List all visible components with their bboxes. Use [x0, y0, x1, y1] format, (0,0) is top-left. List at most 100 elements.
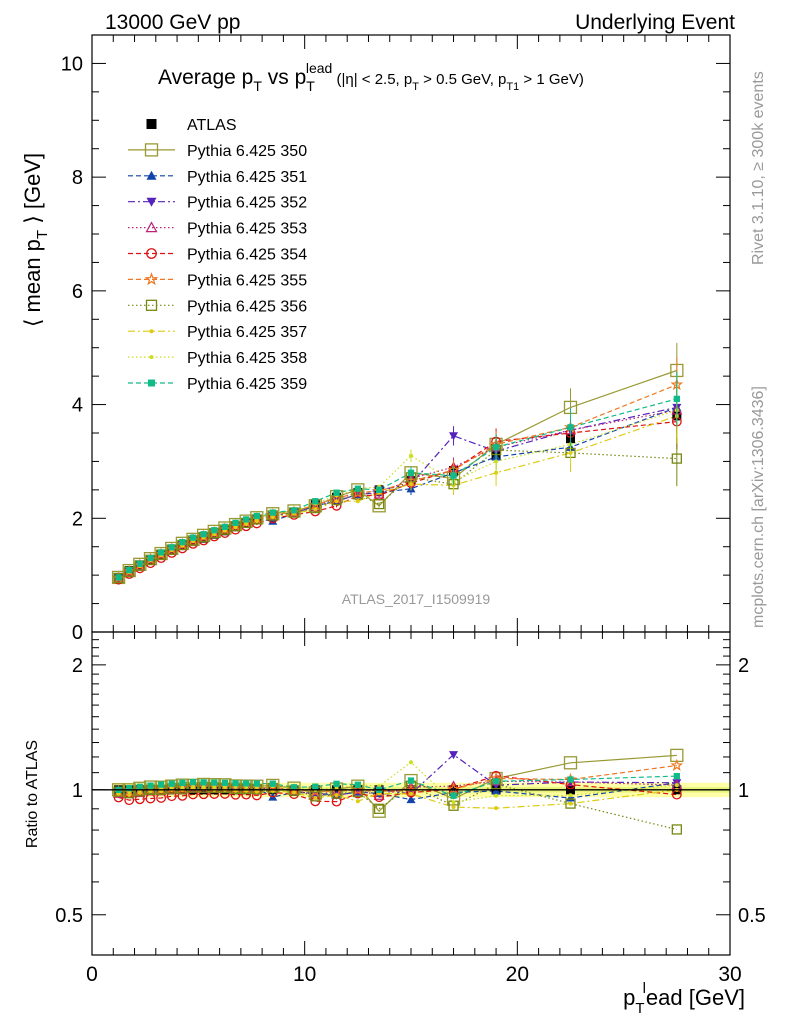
- ratio-point-pythia-6-425-357: [494, 806, 499, 811]
- ratio-point-pythia-6-425-358: [568, 793, 573, 798]
- x-tick-label: 0: [86, 963, 98, 986]
- ratio-point-pythia-6-425-354: [134, 794, 145, 805]
- y-axis-label: ⟨ mean pT ⟩ [GeV]: [20, 153, 51, 327]
- ratio-point-pythia-6-425-352: [449, 751, 459, 760]
- title-vs-sub: T: [306, 78, 315, 94]
- ratio-point-pythia-6-425-350: [563, 756, 578, 770]
- point-pythia-6-425-356: [671, 453, 682, 464]
- ratio-point-pythia-6-425-359: [243, 780, 250, 787]
- title-main-sub: T: [253, 78, 262, 94]
- ratio-point-pythia-6-425-359: [200, 779, 207, 786]
- ratio-point-pythia-6-425-359: [407, 777, 415, 784]
- point-pythia-6-425-359: [211, 527, 218, 534]
- ratio-point-pythia-6-425-359: [354, 781, 361, 788]
- point-pythia-6-425-359: [243, 516, 250, 523]
- point-pythia-6-425-357: [313, 507, 318, 512]
- ratio-point-pythia-6-425-354: [331, 796, 342, 807]
- side-text-mcplots: mcplots.cern.ch [arXiv:1306.3436]: [750, 386, 767, 628]
- side-text-rivet: Rivet 3.1.10, ≥ 300k events: [750, 71, 767, 265]
- ratio-point-pythia-6-425-358: [180, 785, 185, 790]
- ratio-point-pythia-6-425-357: [568, 801, 573, 806]
- point-pythia-6-425-359: [492, 444, 500, 451]
- point-pythia-6-425-357: [254, 519, 259, 524]
- ratio-y-axis-label: Ratio to ATLAS: [24, 740, 41, 848]
- y-tick-label: 0: [72, 622, 83, 644]
- legend-label-pythia-6-425-354: Pythia 6.425 354: [187, 247, 307, 264]
- legend-marker-pythia-6-425-356: [145, 299, 158, 311]
- point-pythia-6-425-359: [375, 486, 383, 494]
- ratio-point-pythia-6-425-358: [451, 800, 456, 805]
- point-pythia-6-425-359: [115, 574, 122, 581]
- ratio-point-pythia-6-425-357: [137, 790, 142, 795]
- ratio-point-pythia-6-425-358: [191, 784, 196, 789]
- x-tick-label: 10: [293, 963, 316, 986]
- ratio-point-pythia-6-425-358: [494, 793, 499, 798]
- ratio-point-pythia-6-425-357: [409, 791, 413, 796]
- legend-marker-pythia-6-425-359: [148, 379, 155, 387]
- series-line-pythia-6-425-357: [118, 415, 677, 580]
- ratio-point-pythia-6-425-359: [312, 783, 319, 790]
- legend-label-pythia-6-425-351: Pythia 6.425 351: [187, 169, 307, 186]
- ratio-point-pythia-6-425-354: [166, 791, 177, 802]
- analysis-watermark: ATLAS_2017_I1509919: [342, 591, 491, 607]
- ratio-point-pythia-6-425-355: [351, 783, 365, 796]
- ratio-point-pythia-6-425-357: [292, 790, 297, 795]
- ratio-point-pythia-6-425-354: [406, 787, 416, 798]
- legend-label-pythia-6-425-353: Pythia 6.425 353: [187, 221, 307, 238]
- series-markers: [111, 342, 684, 835]
- point-pythia-6-425-359: [450, 472, 457, 479]
- point-pythia-6-425-356: [373, 498, 385, 510]
- point-pythia-6-425-351: [268, 516, 278, 525]
- point-pythia-6-425-357: [409, 482, 413, 487]
- point-pythia-6-425-359: [200, 531, 207, 538]
- series-line-pythia-6-425-355: [118, 384, 678, 579]
- title-cuts-a-sub: T: [412, 81, 419, 93]
- x-axis-label: pTlead [GeV]: [623, 980, 745, 1017]
- point-pythia-6-425-359: [147, 554, 154, 562]
- ratio-point-pythia-6-425-357: [355, 799, 360, 804]
- ratio-point-pythia-6-425-359: [567, 776, 574, 783]
- point-pythia-6-425-352: [449, 432, 459, 441]
- point-pythia-6-425-359: [232, 519, 239, 526]
- ratio-point-pythia-6-425-357: [334, 793, 339, 798]
- point-pythia-6-425-359: [168, 544, 175, 551]
- ratio-point-pythia-6-425-358: [201, 784, 206, 789]
- point-pythia-6-425-359: [354, 485, 361, 492]
- y-tick-label: 8: [72, 167, 83, 189]
- ratio-tick-label-right: 2: [738, 655, 749, 677]
- point-pythia-6-425-359: [157, 549, 165, 556]
- legend-label-pythia-6-425-356: Pythia 6.425 356: [187, 298, 307, 315]
- point-pythia-6-425-358: [409, 453, 413, 458]
- xlabel-rest: ead [GeV]: [646, 985, 745, 1010]
- point-pythia-6-425-359: [221, 523, 229, 530]
- legend-marker-pythia-6-425-353: [145, 221, 158, 233]
- title-cuts-c: > 1 GeV): [519, 71, 584, 88]
- ratio-tick-label: 2: [72, 655, 83, 677]
- y-tick-label: 6: [72, 281, 83, 303]
- point-pythia-6-425-359: [253, 512, 260, 520]
- legend-label-pythia-6-425-357: Pythia 6.425 357: [187, 324, 307, 341]
- ratio-point-pythia-6-425-351: [491, 786, 501, 795]
- point-pythia-6-425-359: [312, 498, 319, 505]
- title-cuts-b: > 0.5 GeV, p: [419, 71, 506, 88]
- ratio-point-pythia-6-425-356: [373, 803, 385, 814]
- xlabel-sup: l: [643, 980, 646, 997]
- ratio-point-pythia-6-425-357: [451, 805, 456, 810]
- header-right: Underlying Event: [575, 11, 735, 34]
- y-tick-label: 10: [61, 53, 83, 75]
- legend-marker-pythia-6-425-355: [144, 272, 159, 286]
- ylabel-post: ⟩ [GeV]: [20, 153, 45, 230]
- legend-label-pythia-6-425-355: Pythia 6.425 355: [187, 272, 307, 289]
- point-pythia-6-425-359: [333, 489, 340, 496]
- series-line-pythia-6-425-353: [118, 409, 677, 580]
- title-cuts-a: (|η| < 2.5, p: [332, 71, 412, 88]
- point-pythia-6-425-359: [126, 566, 133, 574]
- xlabel-sub: T: [635, 1000, 644, 1017]
- ratio-point-pythia-6-425-359: [221, 779, 229, 787]
- series-line-pythia-6-425-350: [118, 369, 677, 578]
- title-vs: vs p: [262, 66, 306, 89]
- legend-marker-pythia-6-425-352: [146, 197, 157, 207]
- ratio-point-pythia-6-425-359: [232, 779, 239, 787]
- series-line-pythia-6-425-356: [118, 449, 677, 579]
- title-cuts-b-sub: T1: [506, 81, 519, 93]
